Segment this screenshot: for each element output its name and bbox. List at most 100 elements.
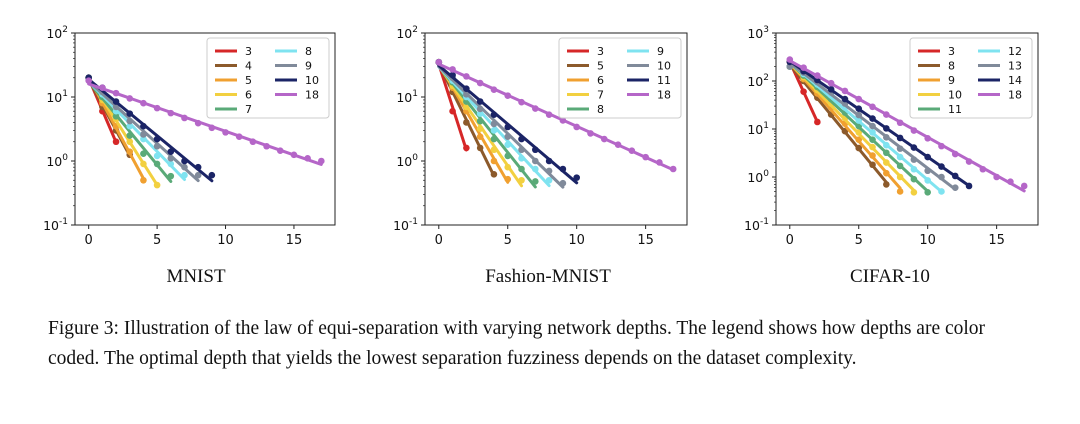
data-point-18: [276, 147, 284, 154]
data-point-7: [504, 163, 512, 171]
data-point-18: [993, 173, 1000, 181]
data-point-10: [140, 122, 147, 130]
data-point-11: [476, 98, 484, 105]
legend-label-9: 9: [948, 74, 955, 87]
data-point-10: [910, 189, 918, 196]
data-point-18: [167, 109, 175, 117]
data-point-13: [924, 167, 931, 175]
data-point-18: [1007, 178, 1014, 185]
legend-box: [558, 37, 682, 119]
data-point-11: [910, 175, 918, 183]
data-point-3: [449, 107, 456, 115]
data-point-10: [167, 148, 175, 155]
legend-label-6: 6: [245, 89, 252, 102]
fit-line-9: [87, 79, 200, 183]
y-tick-label: 100: [396, 153, 418, 169]
data-point-18: [263, 142, 270, 150]
data-point-14: [841, 95, 849, 103]
series-18: [786, 56, 1028, 193]
data-point-18: [669, 165, 677, 173]
data-point-9: [476, 110, 484, 117]
fit-line-10: [788, 61, 916, 192]
data-point-18: [518, 98, 525, 106]
data-point-12: [924, 177, 931, 184]
data-point-10: [181, 157, 188, 165]
data-point-18: [814, 72, 821, 79]
fit-line-10: [87, 77, 214, 183]
y-tick-label: 10-1: [393, 217, 418, 233]
data-point-5: [140, 176, 147, 184]
data-point-18: [490, 86, 498, 94]
panel-title-fashion-mnist: Fashion-MNIST: [485, 266, 611, 287]
legend-box: [909, 37, 1033, 119]
series-18: [85, 77, 325, 166]
data-point-18: [85, 77, 92, 84]
y-tick-label: 101: [46, 89, 68, 105]
legend-label-10: 10: [305, 74, 319, 87]
legend-label-9: 9: [305, 60, 312, 73]
data-point-7: [476, 125, 484, 132]
data-point-18: [786, 56, 794, 63]
data-point-18: [910, 127, 918, 134]
data-point-9: [883, 169, 890, 177]
legend-label-10: 10: [657, 60, 671, 73]
legend-label-3: 3: [245, 45, 252, 58]
legend-label-7: 7: [597, 89, 604, 102]
legend-label-4: 4: [245, 60, 252, 73]
panel-title-cifar10: CIFAR-10: [850, 266, 930, 287]
x-tick-label: 0: [435, 233, 443, 248]
data-point-11: [559, 165, 567, 173]
data-point-12: [896, 153, 904, 161]
data-point-18: [435, 58, 443, 66]
data-point-18: [841, 87, 849, 95]
data-point-10: [463, 91, 470, 98]
fit-line-3: [437, 62, 468, 152]
y-tick-label: 10-1: [43, 217, 68, 233]
data-point-9: [194, 171, 202, 179]
data-point-9: [167, 155, 175, 162]
data-point-10: [869, 143, 876, 151]
legend-label-18: 18: [657, 89, 671, 102]
data-point-18: [476, 79, 484, 87]
x-tick-label: 5: [504, 233, 512, 248]
y-tick-label: 100: [46, 153, 68, 169]
data-point-5: [126, 148, 134, 155]
panel-title-mnist: MNIST: [166, 266, 226, 287]
data-point-18: [573, 123, 580, 131]
data-point-14: [938, 163, 945, 170]
data-point-3: [814, 118, 821, 126]
y-tick-label: 102: [747, 73, 769, 89]
data-point-18: [951, 150, 959, 158]
data-point-8: [140, 135, 147, 143]
y-tick-label: 100: [747, 169, 769, 185]
data-point-18: [979, 165, 987, 173]
series-9: [85, 74, 202, 183]
legend-label-11: 11: [657, 74, 671, 87]
data-point-3: [463, 144, 470, 152]
data-point-10: [532, 157, 539, 165]
legend-label-6: 6: [597, 74, 604, 87]
data-point-18: [126, 95, 134, 102]
data-point-18: [656, 159, 663, 166]
legend-label-5: 5: [597, 60, 604, 73]
data-point-9: [153, 142, 161, 150]
x-tick-label: 15: [988, 233, 1005, 248]
data-point-18: [545, 111, 553, 118]
data-point-13: [883, 134, 890, 141]
data-point-10: [208, 171, 216, 179]
data-point-14: [896, 134, 904, 142]
data-point-6: [126, 138, 134, 146]
data-point-18: [181, 114, 188, 122]
data-point-8: [181, 171, 188, 179]
data-point-9: [518, 155, 525, 162]
data-point-18: [896, 119, 904, 127]
data-point-6: [490, 157, 498, 165]
data-point-18: [194, 119, 202, 127]
legend-label-3: 3: [948, 45, 955, 58]
y-tick-label: 101: [396, 89, 418, 105]
data-point-9: [181, 163, 188, 171]
data-point-9: [896, 188, 904, 195]
data-point-8: [869, 161, 876, 169]
